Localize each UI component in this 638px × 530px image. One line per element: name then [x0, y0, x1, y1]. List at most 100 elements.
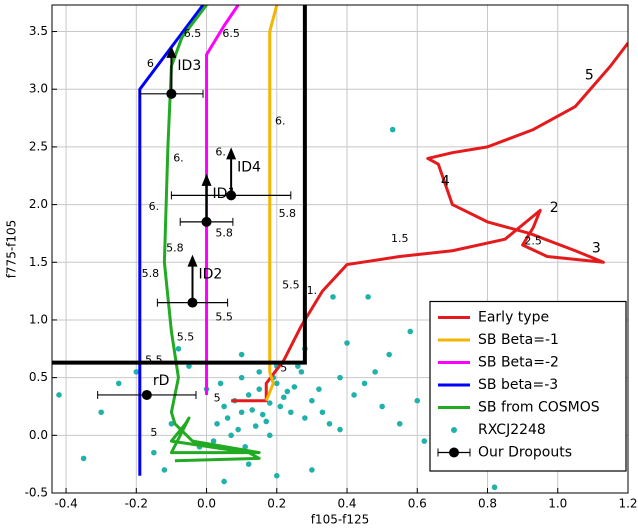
scatter-point	[56, 392, 62, 398]
x-tick-label: 0.4	[337, 497, 356, 511]
legend-swatch	[451, 427, 457, 433]
x-axis-label: f105-f125	[311, 513, 370, 527]
scatter-point	[337, 374, 343, 381]
y-tick-label: 3.0	[29, 82, 48, 96]
x-tick-label: -0.2	[125, 497, 148, 511]
annotation: 5	[150, 426, 157, 439]
annotation: 6.5	[222, 27, 240, 40]
legend-label: SB beta=-3	[478, 377, 558, 393]
scatter-point	[217, 380, 224, 387]
scatter-point	[386, 351, 392, 358]
scatter-point	[284, 388, 291, 395]
scatter-point	[221, 403, 227, 410]
scatter-point	[414, 397, 421, 404]
scatter-point	[302, 415, 308, 421]
y-tick-label: 3.5	[29, 24, 48, 38]
scatter-point	[277, 403, 284, 410]
series-line	[264, 5, 279, 402]
scatter-point	[316, 386, 322, 392]
y-tick-label: 2.0	[29, 197, 48, 211]
dropout-label: ID2	[198, 267, 222, 283]
selection-boundary	[52, 5, 307, 365]
scatter-point	[252, 423, 259, 429]
scatter-point	[80, 455, 87, 462]
scatter-point	[291, 384, 298, 390]
legend-label: RXCJ2248	[478, 422, 546, 438]
scatter-point	[396, 420, 403, 427]
scatter-point	[263, 418, 270, 425]
dropout-point	[226, 190, 237, 201]
scatter-point	[309, 397, 315, 404]
x-tick-label: -0.4	[54, 497, 77, 511]
limit-arrow-head	[166, 45, 177, 58]
annotation: 5.8	[279, 207, 297, 220]
scatter-point	[259, 411, 266, 418]
scatter-point	[337, 426, 343, 433]
scatter-point	[186, 363, 192, 369]
scatter-point	[98, 409, 104, 416]
annotation: 6	[147, 57, 154, 70]
scatter-point	[238, 409, 245, 416]
annotation: 5.5	[145, 353, 163, 366]
scatter-point	[242, 444, 248, 450]
annotation: 5	[214, 391, 221, 404]
x-tick-label: 1.0	[548, 497, 567, 511]
legend-label: Early type	[478, 310, 549, 326]
scatter-point	[288, 409, 294, 416]
scatter-point	[319, 409, 326, 416]
annotation: 6.	[215, 146, 226, 159]
scatter-point	[228, 432, 234, 439]
scatter-point	[309, 467, 315, 473]
dropout-label: rD	[153, 373, 170, 389]
scatter-point	[151, 449, 157, 456]
scatter-point	[372, 369, 378, 375]
annotation: 5	[280, 361, 287, 374]
limit-arrow-head	[187, 254, 198, 267]
legend: Early type SB Beta=-1 SB Beta=-2 SB beta=-3…	[429, 300, 627, 472]
scatter-point	[266, 432, 273, 439]
annotation: 1.5	[391, 232, 409, 245]
scatter-point	[330, 294, 336, 300]
scatter-point	[379, 403, 385, 410]
dropout-point	[187, 297, 198, 308]
annotation: 6.	[173, 151, 184, 164]
annotation: 2	[550, 200, 559, 216]
x-tick-label: 0.2	[267, 497, 286, 511]
legend-label: SB Beta=-2	[478, 355, 559, 371]
x-tick-label: 1.2	[618, 497, 637, 511]
dropout-point	[201, 216, 212, 227]
scatter-point	[245, 392, 252, 398]
scatter-point	[238, 351, 245, 358]
legend-label: SB Beta=-1	[478, 332, 559, 348]
y-tick-label: 0.0	[29, 428, 48, 442]
annotation: 2.5	[524, 235, 542, 248]
scatter-point	[491, 484, 498, 491]
dropout-label: ID1	[213, 186, 237, 202]
series-line	[138, 5, 205, 476]
scatter-point	[273, 380, 280, 387]
annotation: 5.8	[166, 241, 184, 254]
scatter-point	[281, 394, 287, 401]
annotation: 5.5	[215, 311, 233, 324]
limit-arrow-head	[201, 173, 212, 186]
scatter-point	[389, 126, 396, 133]
annotation: 6.5	[184, 27, 202, 40]
scatter-point	[256, 369, 263, 375]
annotation: 1.	[307, 284, 318, 297]
scatter-point	[168, 420, 175, 427]
scatter-point	[365, 294, 371, 300]
annotation: 6.	[149, 200, 160, 213]
scatter-point	[210, 438, 217, 444]
scatter-point	[298, 369, 305, 375]
legend-swatch	[449, 447, 459, 458]
annotation: 5	[585, 67, 594, 83]
legend-label: SB from COSMOS	[478, 400, 600, 416]
annotation: 5.5	[177, 330, 195, 343]
scatter-point	[256, 386, 263, 392]
y-tick-label: -0.5	[25, 486, 48, 500]
scatter-point	[344, 340, 350, 346]
annotation: 4	[441, 174, 450, 190]
scatter-point	[224, 415, 231, 421]
scatter-point	[161, 467, 168, 473]
